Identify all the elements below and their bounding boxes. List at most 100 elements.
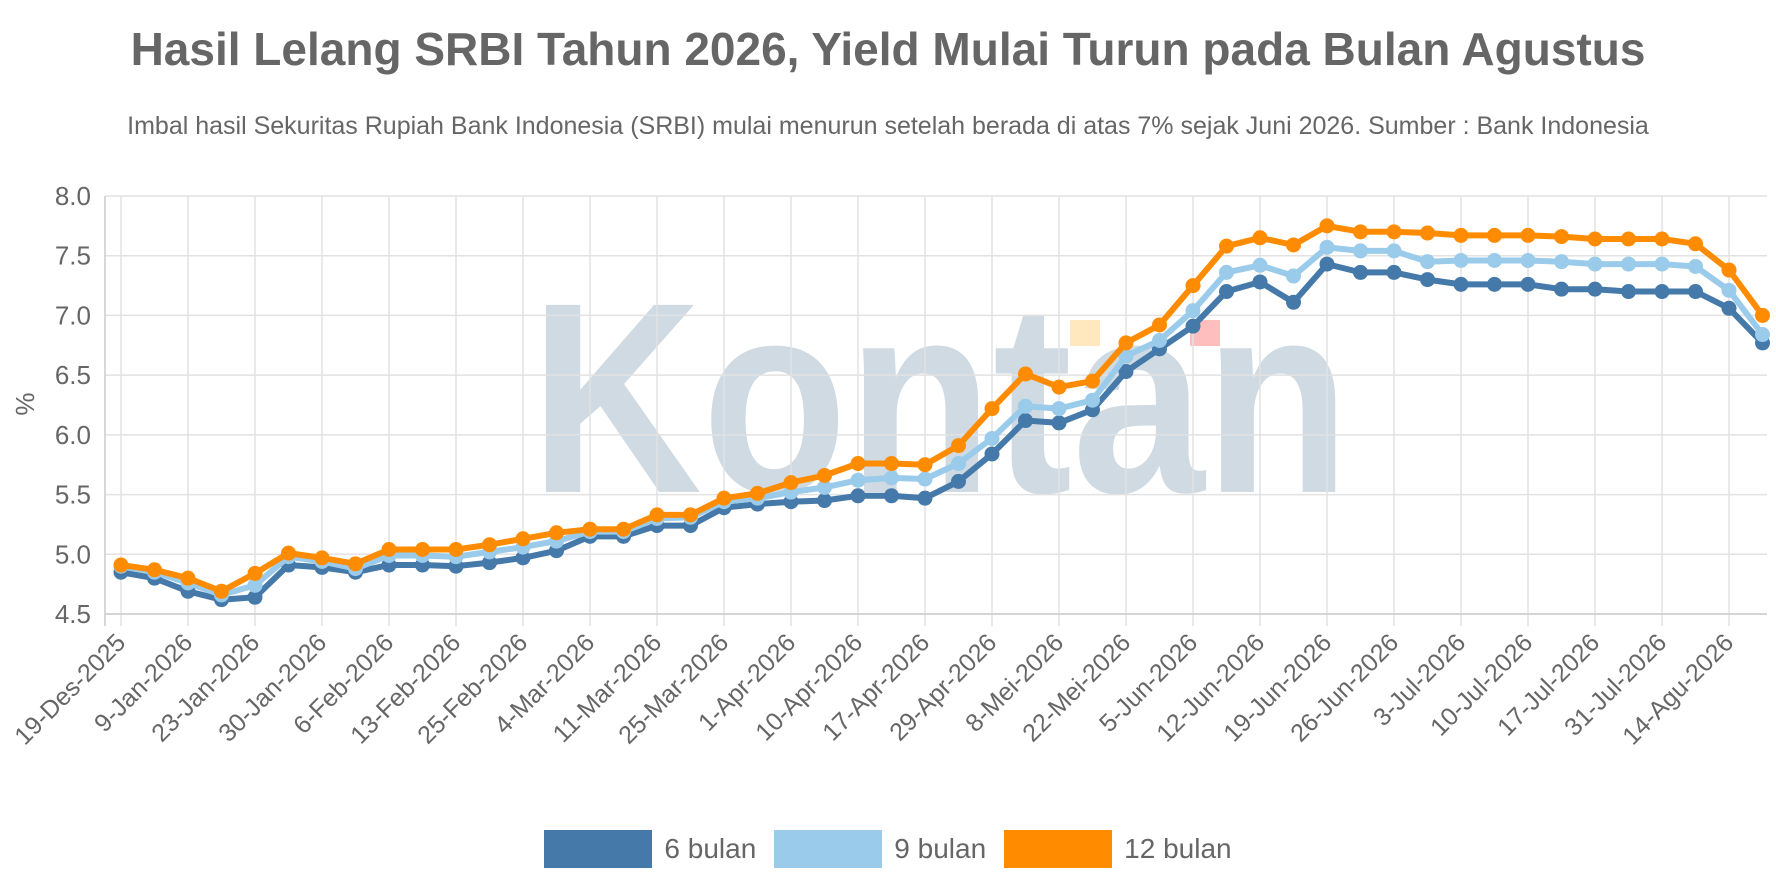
data-point <box>1085 392 1100 408</box>
data-point <box>1319 218 1335 234</box>
legend-item-9-bulan[interactable]: 9 bulan <box>774 830 986 868</box>
data-point <box>448 542 464 558</box>
data-point <box>1755 307 1770 323</box>
legend-label-6-bulan: 6 bulan <box>664 833 757 864</box>
legend-swatch-12-bulan <box>1004 830 1113 868</box>
x-axis: 19-Des-20259-Jan-202623-Jan-202630-Jan-2… <box>9 628 1739 750</box>
data-point <box>180 570 196 586</box>
data-point <box>1420 225 1435 241</box>
data-point <box>917 457 933 473</box>
legend-item-12-bulan[interactable]: 12 bulan <box>1004 830 1232 868</box>
data-point <box>1621 284 1636 300</box>
data-point <box>515 531 531 547</box>
data-point <box>1654 256 1670 272</box>
legend-item-6-bulan[interactable]: 6 bulan <box>544 830 756 868</box>
data-point <box>482 537 497 553</box>
data-point <box>616 521 631 537</box>
data-point <box>984 430 1000 446</box>
data-point <box>1118 364 1134 380</box>
data-point <box>1319 256 1335 272</box>
data-point <box>884 456 899 472</box>
watermark-accent-yellow <box>1070 320 1100 346</box>
data-point <box>683 507 698 523</box>
data-point <box>1554 254 1569 270</box>
series-12-bulan <box>113 218 1770 599</box>
data-point <box>951 456 966 472</box>
data-point <box>1688 284 1703 300</box>
data-point <box>750 485 765 501</box>
data-point <box>884 488 899 504</box>
data-point <box>783 475 799 491</box>
data-point <box>415 542 430 558</box>
data-point <box>817 467 832 483</box>
data-point <box>1185 278 1201 294</box>
y-tick-label: 4.5 <box>55 599 91 629</box>
data-point <box>951 438 966 454</box>
data-point <box>1721 262 1737 278</box>
data-point <box>381 542 397 558</box>
data-point <box>314 550 330 566</box>
data-point <box>1621 256 1636 272</box>
data-point <box>1286 237 1301 253</box>
y-tick-label: 7.5 <box>55 241 91 271</box>
data-point <box>1386 224 1402 240</box>
data-point <box>1520 276 1536 292</box>
data-point <box>1755 327 1770 343</box>
data-point <box>1688 258 1703 274</box>
legend-swatch-6-bulan <box>544 830 653 868</box>
legend: 6 bulan 9 bulan 12 bulan <box>0 829 1776 869</box>
data-point <box>1487 252 1502 268</box>
y-axis: 8.0 7.5 7.0 6.5 6.0 5.5 5.0 4.5 <box>55 181 91 629</box>
data-point <box>1252 257 1268 273</box>
data-point <box>214 583 229 599</box>
data-point <box>817 493 832 509</box>
series <box>113 218 1770 608</box>
data-point <box>1252 230 1268 246</box>
legend-label-9-bulan: 9 bulan <box>894 833 987 864</box>
data-point <box>1453 276 1469 292</box>
data-point <box>1051 379 1067 395</box>
data-point <box>1353 224 1368 240</box>
data-point <box>1051 401 1067 417</box>
data-point <box>984 446 1000 462</box>
data-point <box>1587 256 1603 272</box>
data-point <box>850 472 866 488</box>
data-point <box>1587 281 1603 297</box>
data-point <box>850 456 866 472</box>
data-point <box>1520 252 1536 268</box>
y-tick-label: 5.0 <box>55 539 91 569</box>
data-point <box>649 507 665 523</box>
data-point <box>247 589 263 605</box>
grid <box>104 195 1767 626</box>
data-point <box>1018 366 1033 382</box>
data-point <box>1018 398 1033 414</box>
data-point <box>917 490 933 506</box>
data-point <box>951 473 966 489</box>
data-point <box>281 545 296 561</box>
data-point <box>247 565 263 581</box>
data-point <box>984 401 1000 417</box>
data-point <box>1353 243 1368 259</box>
y-tick-label: 8.0 <box>55 181 91 211</box>
data-point <box>1118 335 1134 351</box>
data-point <box>1453 227 1469 243</box>
y-tick-label: 6.0 <box>55 420 91 450</box>
data-point <box>1252 274 1268 290</box>
data-point <box>1688 236 1703 252</box>
data-point <box>1554 229 1569 245</box>
chart-title: Hasil Lelang SRBI Tahun 2026, Yield Mula… <box>130 23 1646 75</box>
data-point <box>1319 239 1335 255</box>
data-point <box>1386 243 1402 259</box>
data-point <box>1654 284 1670 300</box>
data-point <box>1018 413 1033 429</box>
data-point <box>1051 415 1067 431</box>
watermark-text: Kontan <box>530 246 1350 550</box>
data-point <box>1654 231 1670 247</box>
data-point <box>1520 227 1536 243</box>
data-point <box>1420 254 1435 270</box>
data-point <box>582 521 598 537</box>
data-point <box>1353 264 1368 280</box>
data-point <box>348 556 363 572</box>
data-point <box>247 577 263 593</box>
